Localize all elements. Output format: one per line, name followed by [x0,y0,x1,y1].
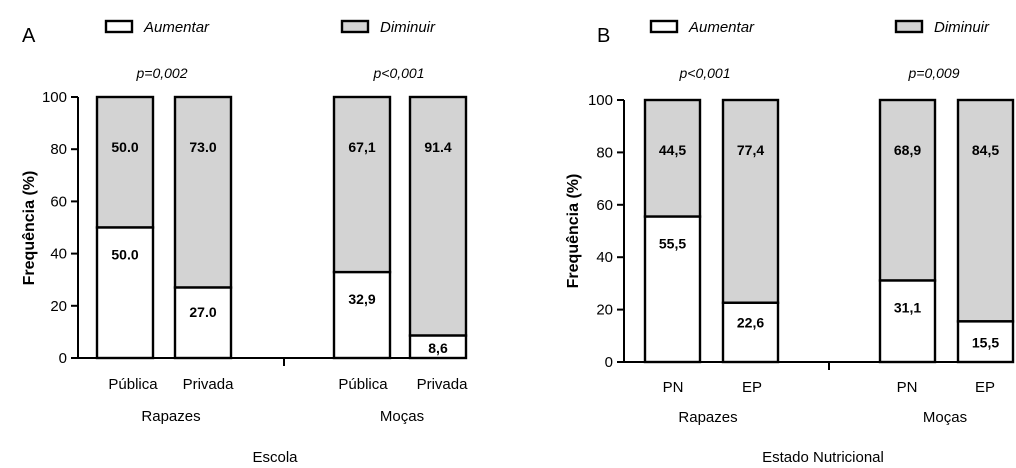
panel-a-data-label-mocas-publica-diminuir: 67,1 [348,139,375,155]
panel-a-legend: Aumentar Diminuir [104,19,436,36]
panel-b-data-label-rapazes-pn-aumentar: 55,5 [659,236,686,252]
panel-b-x-tick-mocas-ep: EP [975,379,995,396]
panel-a-y-tick-label: 100 [42,89,67,106]
panel-a-bar-rapazes-privada-diminuir [173,95,233,289]
panel-b-legend-swatch-aumentar [649,19,679,34]
panel-b-y-tick-label: 40 [596,249,613,266]
panel-b-data-label-mocas-ep-aumentar: 15,5 [972,335,999,351]
panel-b-y-tick-label: 0 [605,354,613,371]
panel-b-data-label-mocas-pn-aumentar: 31,1 [894,300,921,316]
panel-a-data-label-mocas-publica-aumentar: 32,9 [348,291,375,307]
panel-b-label: B [597,25,610,47]
panel-a-bar-rapazes-privada-aumentar [173,286,233,360]
panel-a-y-tick-label: 0 [59,350,67,367]
panel-a-data-label-mocas-privada-diminuir: 91.4 [424,139,451,155]
panel-a-data-label-rapazes-privada-aumentar: 27.0 [189,304,216,320]
panel-a-bar-rapazes-publica-diminuir [95,95,155,229]
panel-b-y-ticks: 0 20 40 60 80 100 [588,92,624,371]
panel-a-legend-swatch-aumentar [104,19,134,34]
panel-b-bar-rapazes-pn-aumentar [643,215,702,364]
panel-b-bars: 44,5 55,5 77,4 22,6 68,9 31,1 84,5 15,5 [643,98,1015,364]
panel-b-x-tick-mocas-pn: PN [897,379,918,396]
panel-b-data-label-rapazes-ep-diminuir: 77,4 [737,142,764,158]
panel-b-bar-rapazes-pn-diminuir [643,98,702,218]
panel-b-bar-mocas-ep-diminuir [956,98,1015,323]
panel-b-data-label-rapazes-pn-diminuir: 44,5 [659,142,686,158]
panel-b-data-label-mocas-pn-diminuir: 68,9 [894,142,921,158]
panel-a-group-label-mocas: Moças [380,408,424,425]
panel-b-bar-mocas-pn-diminuir [878,98,937,282]
panel-b: B Aumentar Diminuir p<0,001 p=0,009 Freq… [565,19,1015,466]
panel-a-bar-mocas-privada-aumentar [408,334,468,360]
panel-b-data-label-mocas-ep-diminuir: 84,5 [972,142,999,158]
panel-a-x-tick-rapazes-privada: Privada [183,376,235,393]
panel-b-bar-rapazes-ep-diminuir [721,98,780,304]
panel-b-y-tick-label: 100 [588,92,613,109]
panel-a-y-tick-label: 20 [50,298,67,315]
panel-a-pvalue-mocas: p<0,001 [373,65,425,81]
panel-a-pvalue-rapazes: p=0,002 [136,65,188,81]
panel-a-x-tick-mocas-privada: Privada [417,376,469,393]
panel-a-bar-mocas-publica-diminuir [332,95,392,274]
panel-a-legend-label-aumentar: Aumentar [143,19,210,36]
panel-b-legend-label-diminuir: Diminuir [934,19,990,36]
panel-b-legend-label-aumentar: Aumentar [688,19,755,36]
panel-b-y-tick-label: 60 [596,197,613,214]
panel-a-bars: 50.0 50.0 73.0 27.0 67,1 32,9 91.4 8,6 [95,95,468,360]
panel-a-bar-mocas-publica-aumentar [332,270,392,360]
panel-b-bar-mocas-ep-aumentar [956,320,1015,364]
panel-a-bar-mocas-privada-diminuir [408,95,468,337]
panel-b-data-label-rapazes-ep-aumentar: 22,6 [737,315,764,331]
panel-b-legend-swatch-diminuir [894,19,924,34]
panel-a-x-tick-rapazes-publica: Pública [108,376,158,393]
panel-a-bar-rapazes-publica-aumentar [95,226,155,360]
panel-b-y-tick-label: 80 [596,144,613,161]
panel-b-bar-mocas-pn-aumentar [878,279,937,364]
panel-b-group-label-rapazes: Rapazes [678,409,737,426]
panel-b-pvalue-rapazes: p<0,001 [679,65,731,81]
panel-a-label: A [22,25,36,47]
panel-a-data-label-mocas-privada-aumentar: 8,6 [428,340,448,356]
panel-b-y-tick-label: 20 [596,302,613,319]
panel-b-x-axis-label: Estado Nutricional [762,449,884,466]
panel-b-x-tick-rapazes-pn: PN [663,379,684,396]
panel-a-group-label-rapazes: Rapazes [141,408,200,425]
panel-b-x-tick-rapazes-ep: EP [742,379,762,396]
panel-a-y-tick-label: 60 [50,193,67,210]
panel-a-data-label-rapazes-privada-diminuir: 73.0 [189,139,216,155]
panel-a-legend-swatch-diminuir [340,19,370,34]
panel-a-y-tick-label: 40 [50,246,67,263]
panel-b-group-label-mocas: Moças [923,409,967,426]
panel-a-data-label-rapazes-publica-aumentar: 50.0 [111,247,138,263]
panel-b-y-axis-label: Frequência (%) [565,174,582,289]
panel-a: A Aumentar Diminuir p=0,002 p<0,001 Freq… [21,19,468,466]
panel-a-x-tick-mocas-publica: Pública [338,376,388,393]
panel-a-x-axis-label: Escola [252,449,298,466]
panel-b-legend: Aumentar Diminuir [649,19,990,36]
panel-b-pvalue-mocas: p=0,009 [908,65,960,81]
panel-b-bar-rapazes-ep-aumentar [721,301,780,364]
panel-a-y-axis-label: Frequência (%) [21,171,38,286]
panel-a-legend-label-diminuir: Diminuir [380,19,436,36]
panel-a-data-label-rapazes-publica-diminuir: 50.0 [111,139,138,155]
panel-a-y-ticks: 0 20 40 60 80 100 [42,89,78,367]
panel-a-y-tick-label: 80 [50,141,67,158]
